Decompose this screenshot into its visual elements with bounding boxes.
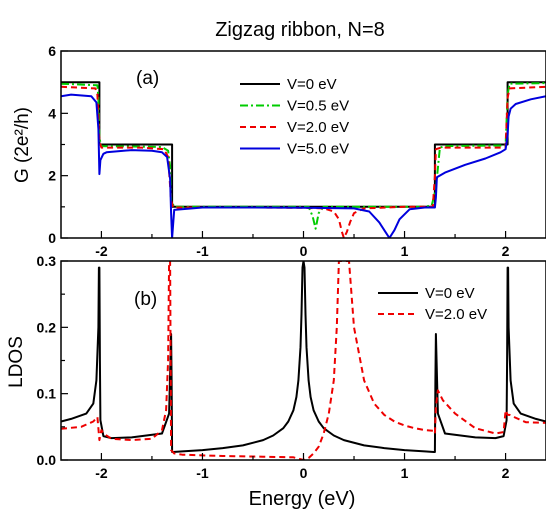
x-tick-label: 1 <box>401 465 409 481</box>
legend: V=0 eV V=0.5 eV V=2.0 eV V=5.0 eV <box>240 76 349 158</box>
x-tick-label: 0 <box>300 243 308 259</box>
legend-entry: V=2.0 eV <box>287 119 349 136</box>
x-tick-label: -2 <box>95 465 108 481</box>
panel-label: (a) <box>136 68 159 89</box>
y-tick-label: 0.0 <box>37 452 57 468</box>
legend-entry: V=5.0 eV <box>287 141 349 158</box>
series-line-4 <box>61 93 546 238</box>
y-tick-label: 0.1 <box>37 386 57 402</box>
legend-entry: V=0.5 eV <box>287 98 349 115</box>
series-group <box>61 261 546 460</box>
y-tick-label: 0.2 <box>37 319 57 335</box>
x-tick-label: -1 <box>196 243 209 259</box>
x-tick-label: 0 <box>300 465 308 481</box>
panel-a: -2 -1 0 1 2 0 2 4 6 G (2e²/h) (a) V=0 eV V=0.5 eV V=2… <box>12 43 546 259</box>
series-line-3 <box>61 85 546 238</box>
series-group <box>61 81 546 238</box>
legend-entry: V=0 eV <box>287 76 337 93</box>
legend-entry: V=0 eV <box>425 285 475 302</box>
y-tick-label: 0 <box>48 230 56 246</box>
y-axis-label: G (2e²/h) <box>12 107 33 183</box>
x-axis-label: Energy (eV) <box>249 488 356 510</box>
series-line-1 <box>61 261 546 453</box>
x-tick-label: 1 <box>401 243 409 259</box>
series-line-2 <box>61 82 546 230</box>
x-tick-label: 2 <box>502 465 510 481</box>
x-tick-label: 2 <box>502 243 510 259</box>
y-tick-label: 6 <box>48 43 56 59</box>
panel-b: -2 -1 0 1 2 0.0 0.1 0.2 0.3 LDOS (b) V=0 eV V=2.0 eV <box>6 253 546 481</box>
y-tick-label: 0.3 <box>37 253 57 269</box>
series-line-2 <box>61 261 546 460</box>
panel-label: (b) <box>134 289 157 310</box>
y-tick-label: 2 <box>48 168 56 184</box>
legend-entry: V=2.0 eV <box>425 306 487 323</box>
x-tick-label: -2 <box>95 243 108 259</box>
figure-title: Zigzag ribbon, N=8 <box>215 19 385 41</box>
legend: V=0 eV V=2.0 eV <box>378 285 487 323</box>
y-axis-label: LDOS <box>6 336 27 388</box>
y-tick-label: 4 <box>48 105 56 121</box>
x-tick-label: -1 <box>196 465 209 481</box>
